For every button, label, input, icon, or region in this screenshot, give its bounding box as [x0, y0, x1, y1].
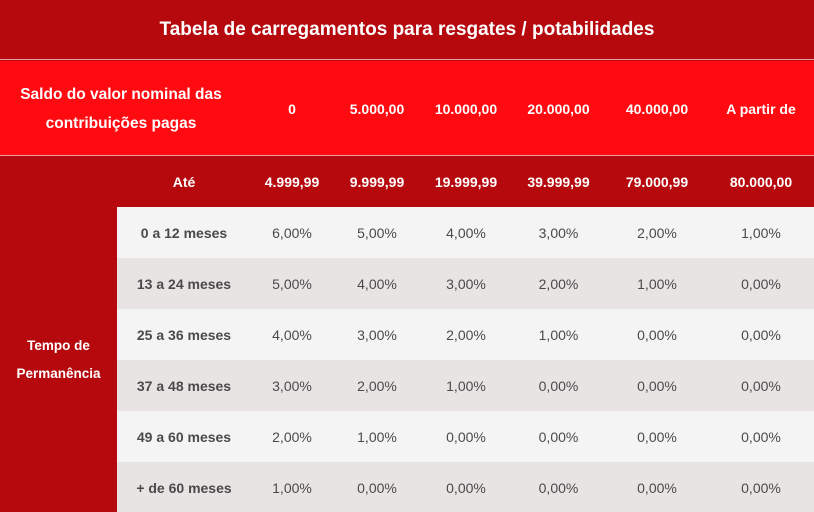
- table-cell: 1,00%: [272, 479, 312, 496]
- header-row-until: Até 4.999,99 9.999,99 19.999,99 39.999,9…: [0, 157, 814, 207]
- table-row: 49 a 60 meses 2,00% 1,00% 0,00% 0,00% 0,…: [117, 411, 814, 462]
- header-from-1: 5.000,00: [349, 100, 405, 117]
- until-value-0: 4.999,99: [264, 174, 320, 190]
- table-cell: 2,00%: [637, 224, 677, 241]
- header-label: Saldo do valor nominal das contribuições…: [20, 85, 222, 132]
- table-row: + de 60 meses 1,00% 0,00% 0,00% 0,00% 0,…: [117, 462, 814, 512]
- table-cell: 0,00%: [538, 479, 579, 496]
- table-cell: 0,00%: [637, 326, 677, 343]
- table-row: 37 a 48 meses 3,00% 2,00% 1,00% 0,00% 0,…: [117, 360, 814, 411]
- header-row-from: Saldo do valor nominal das contribuições…: [0, 61, 814, 156]
- until-value-1: 9.999,99: [349, 174, 405, 190]
- table-cell: 2,00%: [272, 428, 312, 445]
- table-cell: 0,00%: [637, 428, 677, 445]
- table-cell: 0,00%: [446, 479, 486, 496]
- table-cell: 5,00%: [272, 275, 312, 292]
- until-value-3: 39.999,99: [527, 174, 590, 190]
- until-value-5: 80.000,00: [729, 174, 793, 190]
- side-label: Tempo de Permanência: [0, 207, 117, 512]
- table-row: 25 a 36 meses 4,00% 3,00% 2,00% 1,00% 0,…: [117, 309, 814, 360]
- table-cell: 0,00%: [446, 428, 486, 445]
- table-cell: 2,00%: [538, 275, 579, 292]
- table-cell: 4,00%: [446, 224, 486, 241]
- table-row: 13 a 24 meses 5,00% 4,00% 3,00% 2,00% 1,…: [117, 258, 814, 309]
- table-cell: 0,00%: [538, 377, 579, 394]
- header-from-4: 40.000,00: [625, 100, 689, 117]
- table-title: Tabela de carregamentos para resgates / …: [0, 0, 814, 60]
- table-cell: 1,00%: [538, 326, 579, 343]
- table-cell: 2,00%: [446, 326, 486, 343]
- until-value-2: 19.999,99: [434, 174, 498, 190]
- table-cell: 3,00%: [446, 275, 486, 292]
- table-cell: 1,00%: [446, 377, 486, 394]
- header-from-0: 0: [288, 100, 296, 117]
- row-label: 13 a 24 meses: [136, 275, 232, 292]
- table-cell: 4,00%: [357, 275, 397, 292]
- table-cell: 1,00%: [637, 275, 677, 292]
- side-label-text: Tempo de Permanência: [16, 337, 101, 381]
- header-from-2: 10.000,00: [434, 100, 498, 117]
- table-cell: 0,00%: [741, 428, 781, 445]
- table-cell: 5,00%: [357, 224, 397, 241]
- row-label: + de 60 meses: [136, 479, 232, 496]
- table-cell: 4,00%: [272, 326, 312, 343]
- header-from-5: A partir de: [726, 100, 796, 117]
- table-cell: 3,00%: [357, 326, 397, 343]
- table-cell: 0,00%: [741, 326, 781, 343]
- table-cell: 0,00%: [741, 275, 781, 292]
- table-cell: 0,00%: [741, 377, 781, 394]
- table-cell: 3,00%: [272, 377, 312, 394]
- table-cell: 0,00%: [741, 479, 781, 496]
- table-cell: 0,00%: [538, 428, 579, 445]
- table-cell: 1,00%: [741, 224, 781, 241]
- table-cell: 6,00%: [272, 224, 312, 241]
- table-cell: 2,00%: [357, 377, 397, 394]
- row-label: 49 a 60 meses: [136, 428, 232, 445]
- table-cell: 1,00%: [357, 428, 397, 445]
- row-label: 37 a 48 meses: [136, 377, 232, 394]
- table-cell: 0,00%: [357, 479, 397, 496]
- table-cell: 0,00%: [637, 479, 677, 496]
- table-cell: 3,00%: [538, 224, 579, 241]
- until-label: Até: [172, 174, 196, 190]
- row-label: 25 a 36 meses: [136, 326, 232, 343]
- table-cell: 0,00%: [637, 377, 677, 394]
- row-label: 0 a 12 meses: [140, 224, 228, 241]
- until-value-4: 79.000,99: [625, 174, 689, 190]
- table-row: 0 a 12 meses 6,00% 5,00% 4,00% 3,00% 2,0…: [117, 207, 814, 258]
- table-body: 0 a 12 meses 6,00% 5,00% 4,00% 3,00% 2,0…: [117, 207, 814, 512]
- header-from-3: 20.000,00: [527, 100, 590, 117]
